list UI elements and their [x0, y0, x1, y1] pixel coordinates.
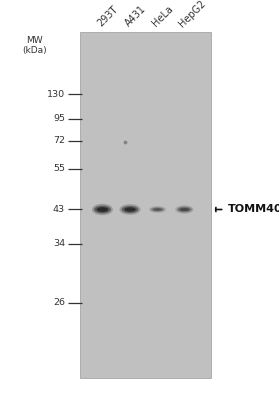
Text: 95: 95: [53, 114, 65, 123]
Ellipse shape: [124, 207, 136, 212]
Ellipse shape: [149, 206, 166, 213]
Text: 130: 130: [47, 90, 65, 99]
Text: 26: 26: [53, 298, 65, 307]
Text: 43: 43: [53, 205, 65, 214]
Text: 72: 72: [53, 136, 65, 146]
Text: A431: A431: [123, 4, 148, 29]
Ellipse shape: [94, 206, 111, 213]
Ellipse shape: [92, 204, 113, 215]
Bar: [80, 32, 211, 378]
Text: 293T: 293T: [95, 4, 120, 29]
Ellipse shape: [153, 208, 162, 211]
Text: HeLa: HeLa: [150, 4, 175, 29]
Ellipse shape: [175, 205, 194, 214]
Text: MW
(kDa): MW (kDa): [23, 36, 47, 55]
Text: 55: 55: [53, 164, 65, 173]
Ellipse shape: [179, 208, 189, 211]
Ellipse shape: [177, 207, 192, 212]
Ellipse shape: [122, 206, 138, 213]
Ellipse shape: [97, 207, 108, 212]
Ellipse shape: [151, 207, 164, 212]
Text: TOMM40: TOMM40: [227, 204, 279, 214]
Text: HepG2: HepG2: [177, 0, 208, 29]
Ellipse shape: [119, 204, 141, 215]
Text: 34: 34: [53, 239, 65, 248]
